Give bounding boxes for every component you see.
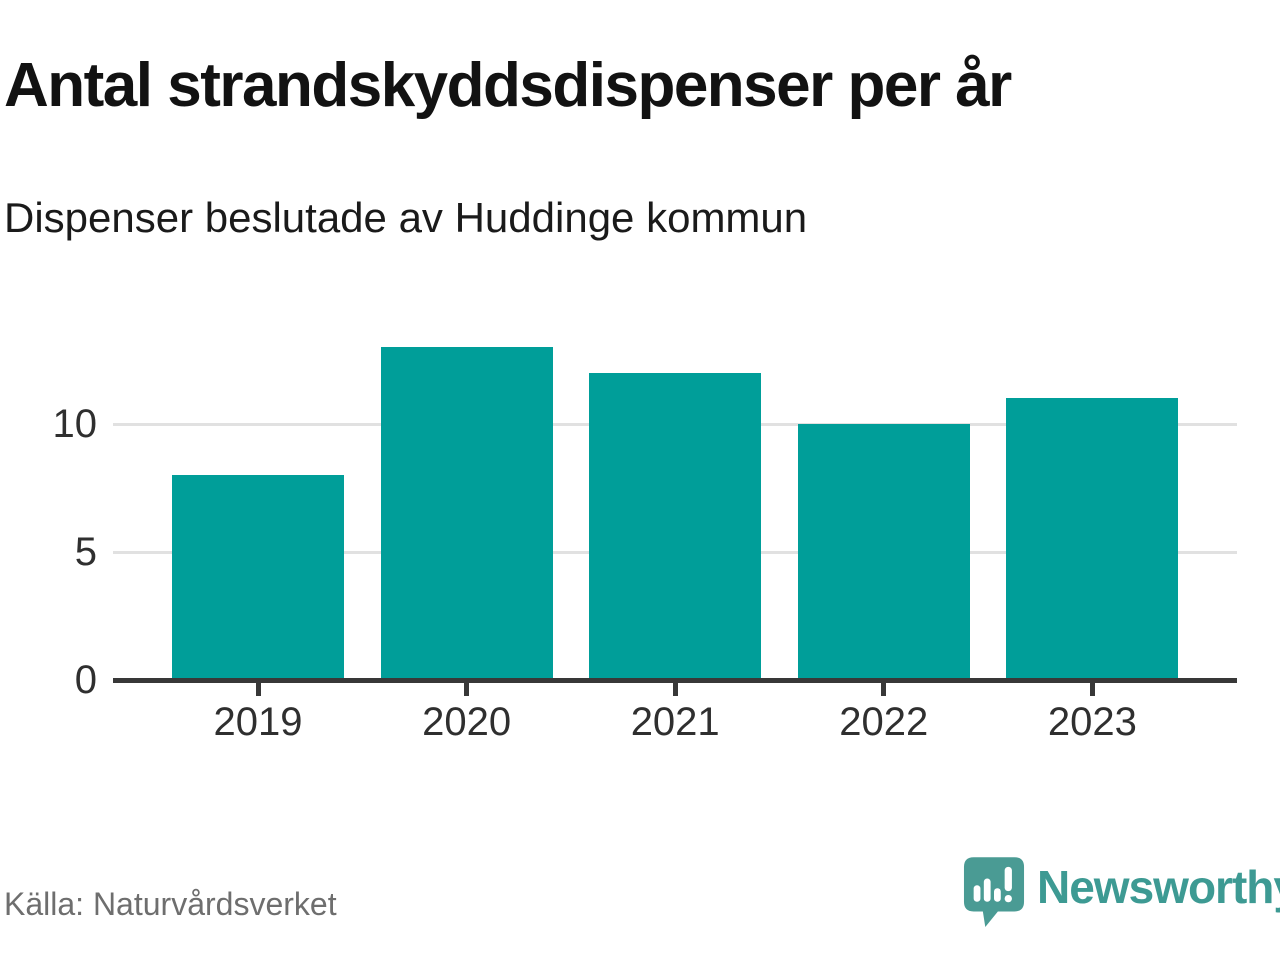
newsworthy-logo-icon <box>963 857 1025 927</box>
newsworthy-logo: Newsworthy <box>963 856 1280 932</box>
y-axis-tick-label: 0 <box>74 658 97 702</box>
x-axis-tick-label: 2019 <box>213 700 303 744</box>
bar-2021 <box>589 372 762 680</box>
newsworthy-wordmark: Newsworthy <box>1037 861 1280 913</box>
x-axis-tick-label: 2023 <box>1047 700 1137 744</box>
x-axis-tick <box>672 682 678 696</box>
chart-title: Antal strandskyddsdispenser per år <box>4 51 1012 120</box>
x-axis-tick <box>1089 682 1095 696</box>
bar-2023 <box>1006 398 1179 680</box>
x-axis-tick <box>881 682 887 696</box>
bar-2022 <box>797 424 970 680</box>
y-axis-tick-label: 5 <box>74 530 97 574</box>
bar-2019 <box>172 475 344 680</box>
chart-subtitle: Dispenser beslutade av Huddinge kommun <box>4 194 808 241</box>
x-axis-tick <box>464 682 470 696</box>
x-axis-line <box>113 677 1237 683</box>
y-axis-tick-label: 10 <box>52 402 98 446</box>
x-axis-tick <box>255 682 261 696</box>
source-label: Källa: Naturvårdsverket <box>4 886 337 922</box>
x-axis-tick-label: 2020 <box>422 700 512 744</box>
x-axis-tick-label: 2021 <box>630 700 720 744</box>
x-axis-tick-label: 2022 <box>839 700 929 744</box>
bar-2020 <box>380 347 553 680</box>
